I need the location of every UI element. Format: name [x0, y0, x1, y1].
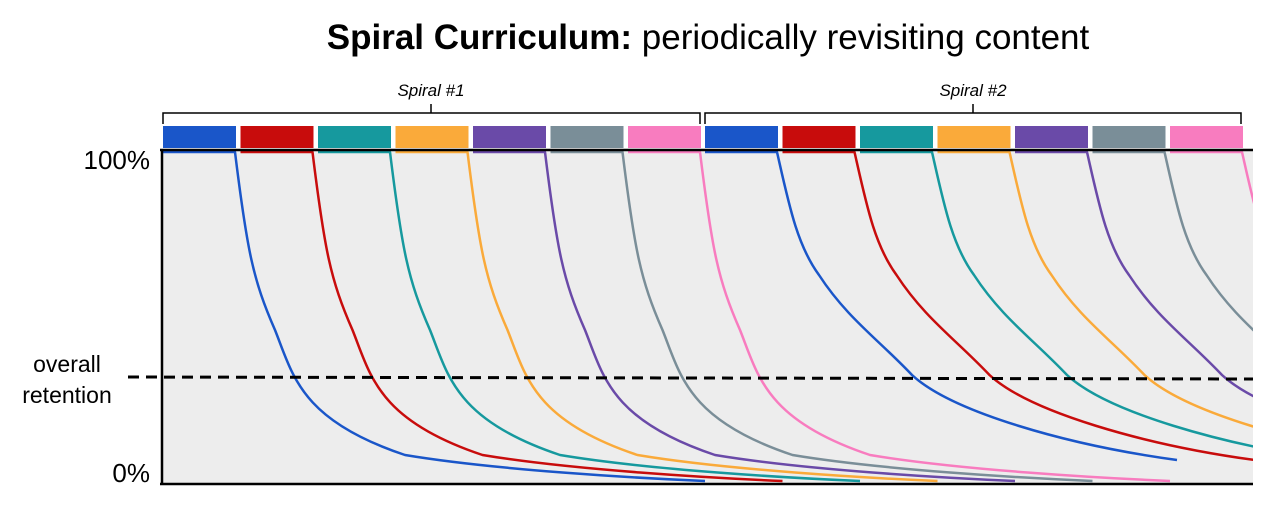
forgetting-curve-spiral-1 — [318, 150, 861, 483]
topic-block — [550, 126, 624, 148]
topic-block — [1092, 126, 1166, 148]
topic-block — [1015, 126, 1088, 148]
y-axis-top-label: 100% — [83, 145, 151, 175]
spiral-1-brace: Spiral #1 — [162, 81, 701, 124]
topic-block — [628, 126, 701, 148]
spiral-2-label: Spiral #2 — [939, 81, 1007, 100]
forgetting-curve-spiral-1 — [395, 150, 938, 483]
overall-retention-label: overall retention — [22, 351, 112, 408]
forgetting-curves — [163, 150, 1253, 483]
topic-block — [705, 126, 778, 148]
forgetting-curve-spiral-2 — [860, 150, 1253, 448]
topic-block — [163, 126, 236, 148]
forgetting-curve-spiral-2 — [782, 150, 1253, 462]
forgetting-curve-spiral-2 — [1092, 150, 1253, 332]
forgetting-curve-spiral-2 — [1015, 150, 1253, 398]
forgetting-curve-spiral-1 — [240, 150, 783, 483]
topic-block — [782, 126, 856, 148]
title-bold: Spiral Curriculum: — [326, 18, 633, 57]
forgetting-curve-spiral-1 — [163, 150, 706, 483]
topic-block — [240, 126, 314, 148]
forgetting-curve-spiral-2 — [937, 150, 1253, 428]
spiral-2-brace: Spiral #2 — [704, 81, 1242, 124]
forgetting-curve-spiral-1 — [550, 150, 1093, 483]
overall-retention-line — [127, 375, 1254, 381]
topic-block — [1170, 126, 1243, 148]
forgetting-curve-spiral-1 — [473, 150, 1016, 483]
forgetting-curve-spiral-2 — [705, 150, 1178, 462]
title-rest: periodically revisiting content — [632, 18, 1090, 57]
topic-block — [473, 126, 546, 148]
y-axis-bottom-label: 0% — [112, 458, 150, 488]
diagram-title: Spiral Curriculum: periodically revisiti… — [0, 18, 1280, 58]
topic-blocks — [163, 126, 1243, 148]
topic-block — [860, 126, 933, 148]
spiral-1-label: Spiral #1 — [397, 81, 464, 100]
topic-block — [937, 126, 1011, 148]
topic-block — [318, 126, 391, 148]
topic-block — [395, 126, 469, 148]
forgetting-curve-spiral-1 — [628, 150, 1171, 483]
